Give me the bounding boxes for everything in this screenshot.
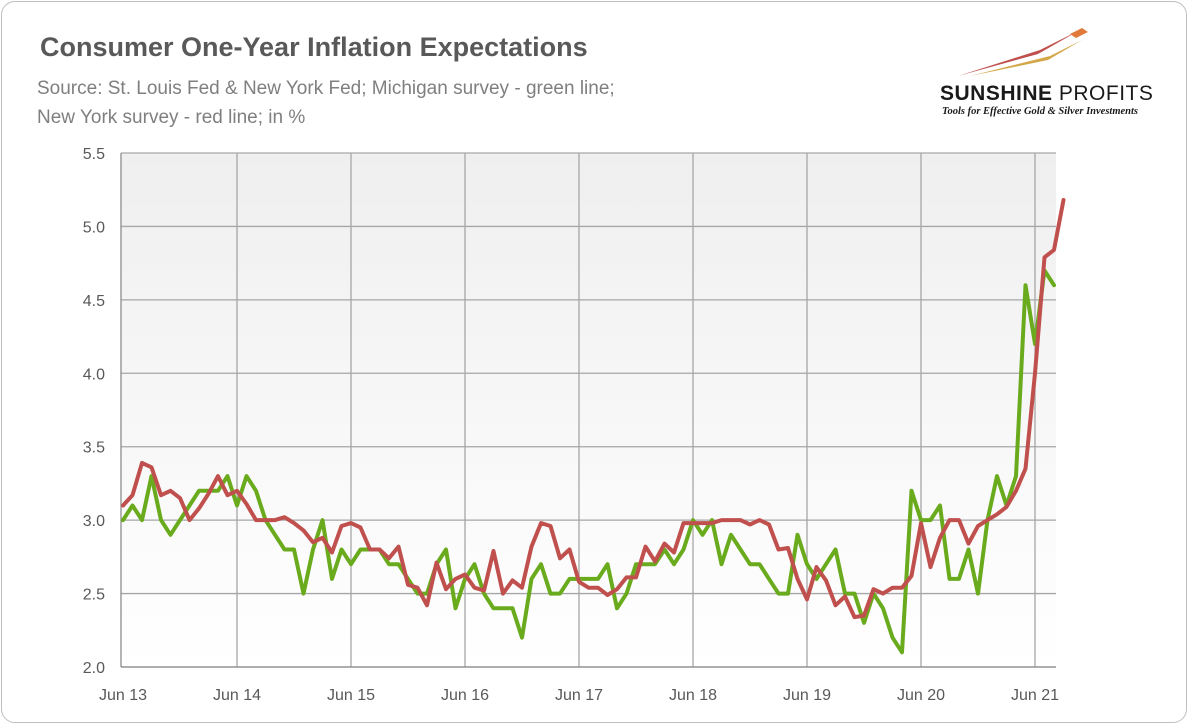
x-tick-label: Jun 18 (669, 687, 717, 704)
y-tick-label: 2.0 (83, 660, 105, 677)
y-tick-label: 3.0 (83, 513, 105, 530)
y-tick-label: 5.5 (83, 146, 105, 163)
x-tick-label: Jun 19 (783, 687, 831, 704)
chart-subtitle: Source: St. Louis Fed & New York Fed; Mi… (37, 74, 737, 132)
logo-name: SUNSHINE PROFITS (940, 82, 1153, 106)
logo-name-light: PROFITS (1058, 82, 1154, 105)
x-tick-label: Jun 15 (327, 687, 375, 704)
x-tick-label: Jun 16 (441, 687, 489, 704)
logo-name-bold: SUNSHINE (940, 82, 1053, 105)
y-tick-label: 4.0 (83, 366, 105, 383)
x-tick-label: Jun 13 (99, 687, 147, 704)
x-tick-label: Jun 17 (555, 687, 603, 704)
new-york-series-line (121, 198, 1066, 620)
logo-swoosh-icon (958, 28, 1088, 76)
y-tick-label: 3.5 (83, 440, 105, 457)
data-series (121, 198, 1066, 655)
y-tick-label: 4.5 (83, 293, 105, 310)
y-axis-ticks: 2.0 2.5 3.0 3.5 4.0 4.5 5.0 5.5 (83, 146, 105, 677)
subtitle-line-1: Source: St. Louis Fed & New York Fed; Mi… (37, 78, 615, 99)
x-tick-label: Jun 20 (897, 687, 945, 704)
x-axis-ticks: Jun 13 Jun 14 Jun 15 Jun 16 Jun 17 Jun 18 Jun … (99, 687, 1059, 704)
plot-area (121, 153, 1056, 667)
chart-title: Consumer One-Year Inflation Expectations (40, 32, 588, 62)
michigan-series-line (121, 268, 1056, 655)
logo-tagline: Tools for Effective Gold & Silver Invest… (942, 106, 1138, 117)
y-tick-label: 2.5 (83, 587, 105, 604)
sunshine-profits-logo: SUNSHINE PROFITS Tools for Effective Gol… (930, 16, 1170, 117)
subtitle-line-2: New York survey - red line; in % (37, 107, 306, 128)
x-tick-label: Jun 14 (213, 687, 261, 704)
y-tick-label: 5.0 (83, 219, 105, 236)
x-tick-label: Jun 21 (1011, 687, 1059, 704)
